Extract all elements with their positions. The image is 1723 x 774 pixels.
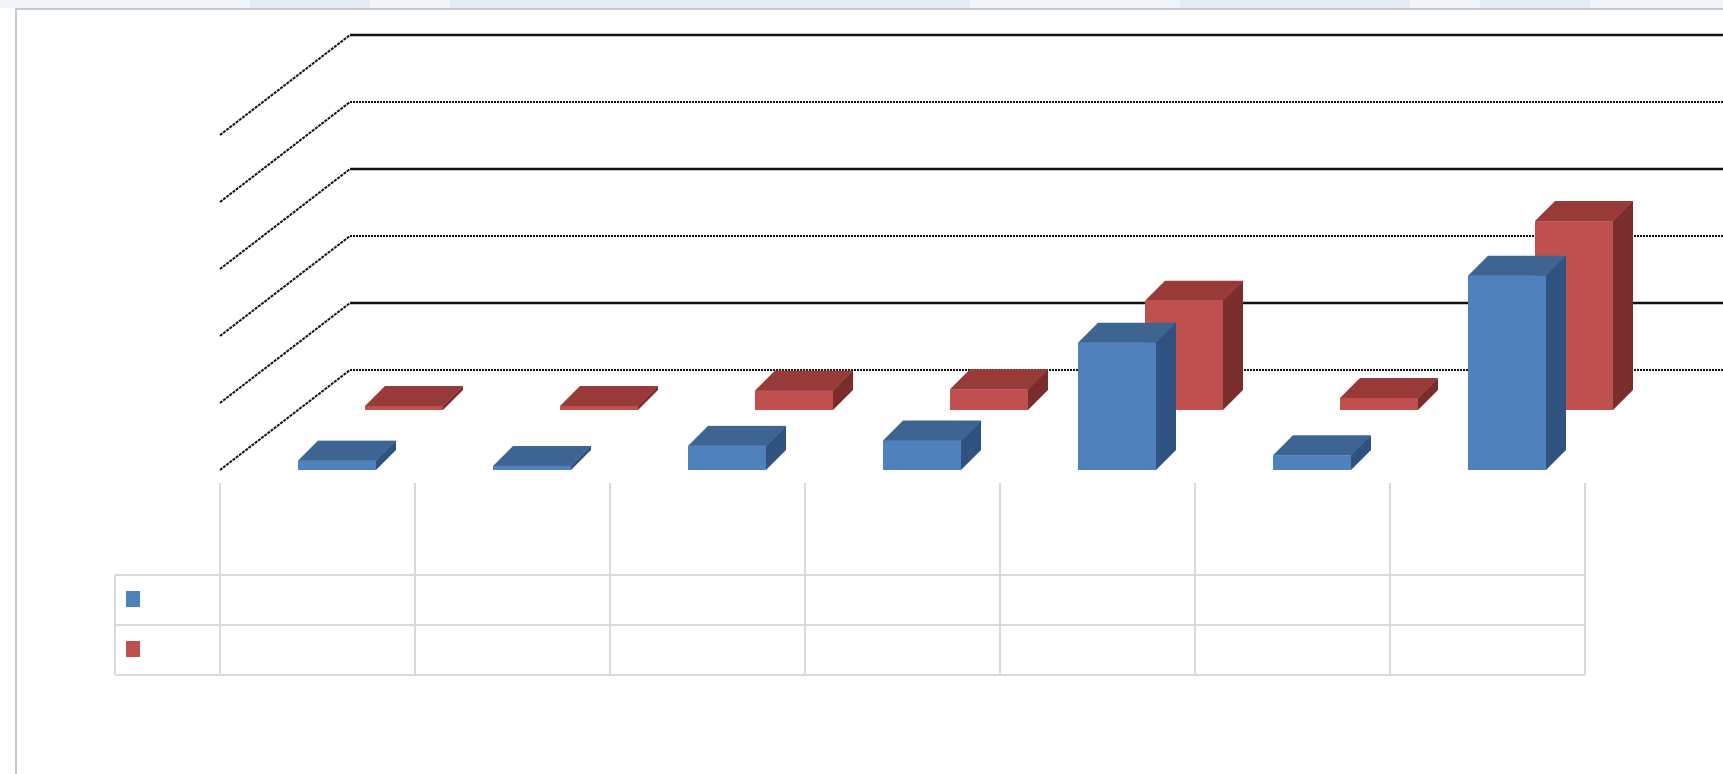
bar-side [571, 446, 591, 470]
bar-top [298, 440, 396, 461]
bar [365, 385, 463, 410]
bar-side [1418, 377, 1438, 410]
gridline-side [219, 235, 351, 337]
bar [883, 420, 981, 470]
bar [950, 369, 1048, 410]
bar [1273, 435, 1371, 470]
data-table [114, 483, 1586, 676]
bar [493, 446, 591, 470]
bar-front [493, 466, 571, 470]
bar-top [883, 420, 981, 441]
bar-front [688, 445, 766, 470]
bar-top [1468, 255, 1566, 276]
bar-top [1340, 377, 1438, 398]
bar-side [1613, 201, 1633, 410]
bar-top [365, 385, 463, 406]
bar [298, 440, 396, 470]
bar [1145, 280, 1243, 410]
bar [560, 386, 658, 410]
bar-front [1340, 397, 1418, 410]
bar-side [1546, 255, 1566, 470]
gridline-side [219, 168, 351, 270]
bar-top [493, 446, 591, 466]
bar-top [950, 369, 1048, 390]
bar [1078, 322, 1176, 470]
bar-front [883, 440, 961, 470]
bar-top [1145, 280, 1243, 301]
bar-side [1156, 322, 1176, 470]
bar-top [755, 370, 853, 391]
bar-side [1223, 280, 1243, 410]
bar-front [560, 406, 638, 410]
legend-key-series-2 [126, 641, 140, 657]
legend-key-series-1 [126, 591, 140, 607]
gridline-side [219, 101, 351, 203]
bar [1468, 255, 1566, 470]
top-band [0, 0, 1723, 8]
bar-front [365, 405, 443, 410]
chart-border [15, 8, 1723, 774]
bar-front [950, 389, 1028, 410]
bars [298, 201, 1633, 470]
bar-side [1028, 369, 1048, 410]
bar-side [376, 440, 396, 470]
bar [755, 370, 853, 410]
bar [1340, 377, 1438, 410]
bar-front [298, 460, 376, 470]
bar-top [688, 425, 786, 446]
bar-front [1468, 275, 1546, 470]
bar-front [755, 390, 833, 410]
gridline-side [219, 34, 351, 136]
gridline-side [219, 302, 351, 404]
bar-front [1078, 342, 1156, 470]
bar-top [1273, 435, 1371, 456]
bar-side [638, 386, 658, 410]
bar-side [961, 420, 981, 470]
bar-side [833, 370, 853, 410]
bar-side [766, 425, 786, 470]
bar-top [1078, 322, 1176, 343]
bar-front [1273, 455, 1351, 470]
bar-side [443, 385, 463, 410]
bar-top [560, 386, 658, 406]
bar-top [1535, 201, 1633, 222]
gridline-side [219, 369, 351, 471]
bar [688, 425, 786, 470]
bar-side [1351, 435, 1371, 470]
